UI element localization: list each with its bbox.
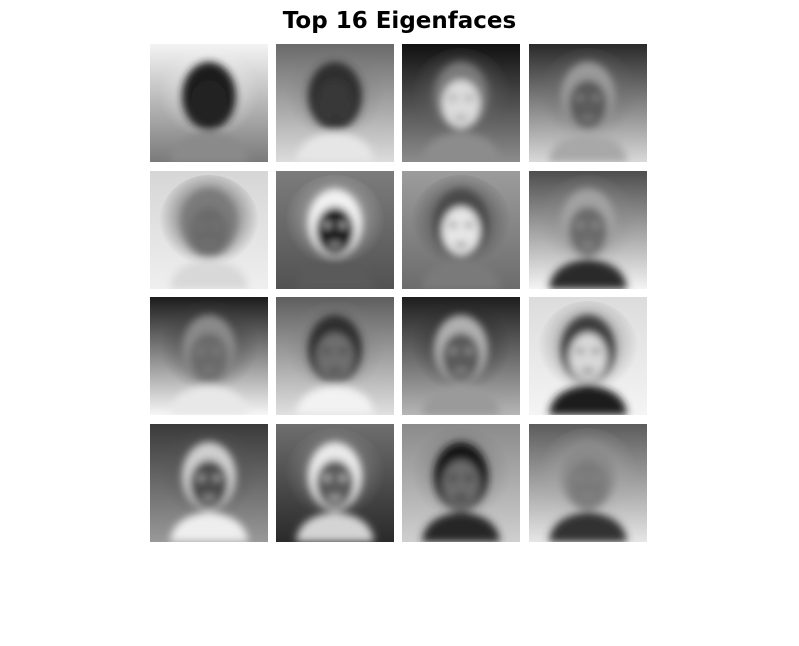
eigenface-image	[529, 297, 647, 415]
eigenface-image	[276, 171, 394, 289]
eigenface-image	[529, 44, 647, 162]
eigenface-image	[402, 424, 520, 542]
eigenface-image	[150, 44, 268, 162]
figure-title: Top 16 Eigenfaces	[282, 8, 517, 34]
eigenface-image	[150, 297, 268, 415]
eigenface-image	[529, 171, 647, 289]
eigenface-image	[276, 297, 394, 415]
eigenface-image	[276, 44, 394, 162]
eigenface-image	[402, 297, 520, 415]
eigenface-image	[150, 424, 268, 542]
eigenface-image	[402, 171, 520, 289]
eigenface-image	[402, 44, 520, 162]
eigenface-image	[529, 424, 647, 542]
eigenface-image	[276, 424, 394, 542]
eigenface-grid	[150, 44, 647, 542]
eigenface-image	[150, 171, 268, 289]
